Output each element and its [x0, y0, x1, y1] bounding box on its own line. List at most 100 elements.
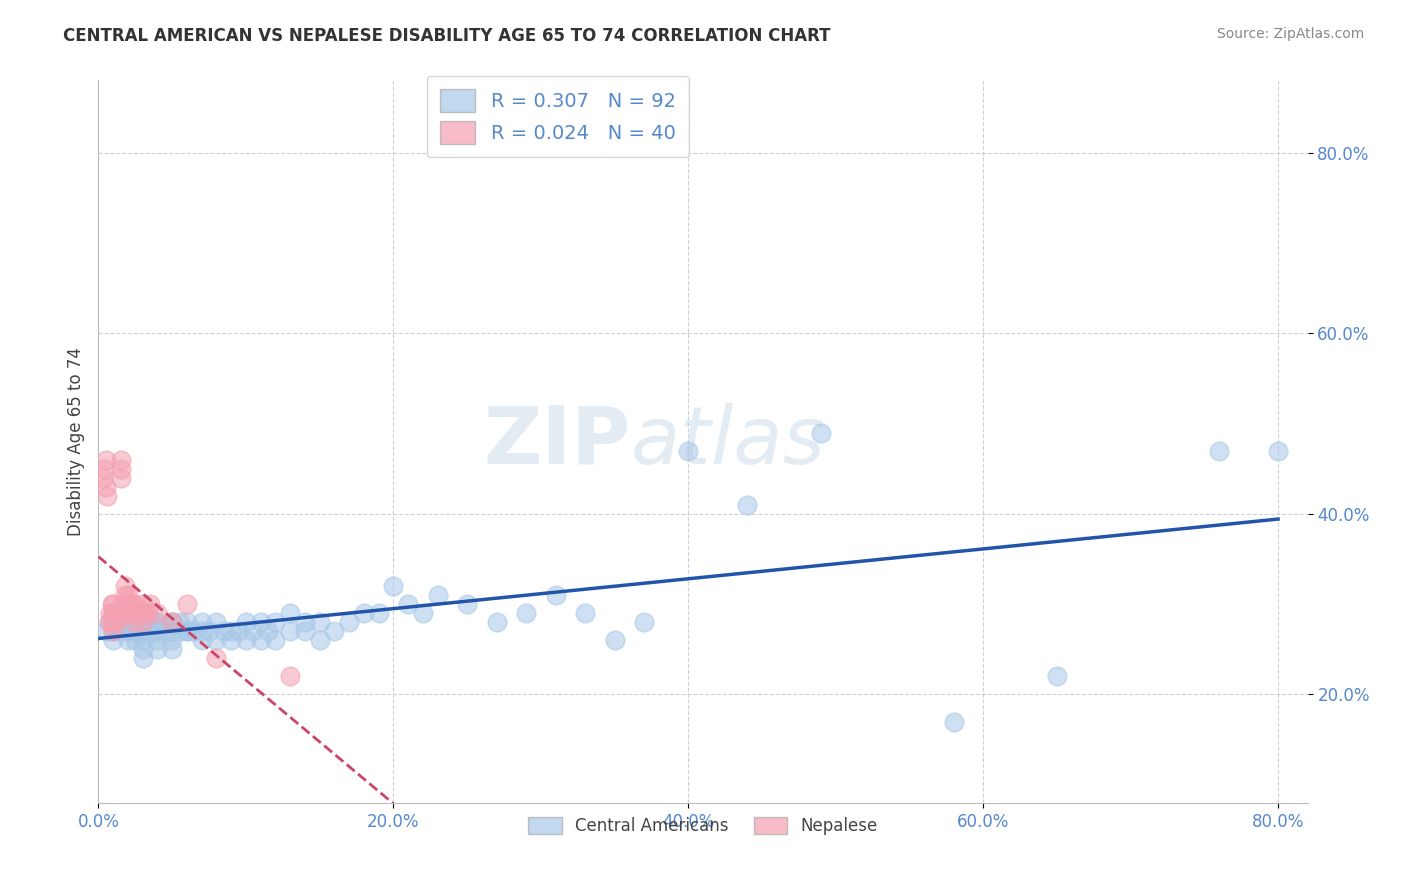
Point: [278, 624, 301, 639]
Point: [97, 615, 120, 630]
Point: [131, 615, 153, 630]
Point: [544, 588, 567, 602]
Point: [205, 651, 228, 665]
Point: [190, 633, 212, 648]
Point: [124, 606, 146, 620]
Point: [219, 624, 242, 639]
Point: [146, 606, 169, 620]
Point: [110, 461, 132, 475]
Point: [110, 471, 132, 485]
Point: [308, 633, 330, 648]
Point: [235, 633, 257, 648]
Text: Source: ZipAtlas.com: Source: ZipAtlas.com: [1216, 27, 1364, 41]
Point: [323, 624, 346, 639]
Point: [93, 461, 115, 475]
Point: [117, 624, 139, 639]
Point: [257, 624, 280, 639]
Point: [120, 606, 142, 620]
Point: [124, 615, 146, 630]
Point: [131, 642, 153, 657]
Point: [131, 651, 153, 665]
Point: [101, 606, 124, 620]
Point: [198, 624, 221, 639]
Point: [122, 615, 145, 630]
Point: [515, 606, 537, 620]
Point: [382, 579, 405, 593]
Point: [117, 597, 139, 611]
Point: [131, 624, 153, 639]
Point: [176, 597, 198, 611]
Point: [228, 624, 250, 639]
Point: [101, 597, 124, 611]
Point: [115, 597, 138, 611]
Point: [183, 624, 205, 639]
Point: [110, 624, 132, 639]
Point: [160, 633, 183, 648]
Point: [117, 624, 139, 639]
Legend: Central Americans, Nepalese: Central Americans, Nepalese: [519, 807, 887, 845]
Point: [367, 606, 389, 620]
Point: [396, 597, 419, 611]
Point: [160, 615, 183, 630]
Point: [942, 714, 965, 729]
Point: [101, 615, 124, 630]
Point: [153, 624, 176, 639]
Point: [131, 633, 153, 648]
Point: [111, 597, 134, 611]
Point: [139, 624, 162, 639]
Point: [146, 642, 169, 657]
Point: [110, 615, 132, 630]
Point: [146, 615, 169, 630]
Point: [100, 597, 122, 611]
Point: [131, 615, 153, 630]
Point: [98, 606, 121, 620]
Point: [278, 606, 301, 620]
Point: [212, 624, 235, 639]
Point: [353, 606, 375, 620]
Point: [101, 624, 124, 639]
Point: [242, 624, 264, 639]
Point: [1046, 669, 1069, 683]
Point: [810, 425, 832, 440]
Point: [101, 615, 124, 630]
Point: [117, 615, 139, 630]
Point: [94, 452, 117, 467]
Text: CENTRAL AMERICAN VS NEPALESE DISABILITY AGE 65 TO 74 CORRELATION CHART: CENTRAL AMERICAN VS NEPALESE DISABILITY …: [63, 27, 831, 45]
Point: [294, 624, 316, 639]
Point: [169, 624, 191, 639]
Point: [205, 615, 228, 630]
Point: [337, 615, 360, 630]
Point: [91, 471, 114, 485]
Point: [131, 606, 153, 620]
Point: [124, 624, 146, 639]
Point: [308, 615, 330, 630]
Point: [678, 443, 700, 458]
Point: [235, 615, 257, 630]
Point: [456, 597, 478, 611]
Point: [1267, 443, 1289, 458]
Point: [146, 633, 169, 648]
Point: [633, 615, 655, 630]
Point: [294, 615, 316, 630]
Point: [169, 615, 191, 630]
Point: [131, 624, 153, 639]
Point: [121, 597, 143, 611]
Point: [117, 633, 139, 648]
Point: [94, 624, 117, 639]
Point: [139, 597, 162, 611]
Point: [249, 615, 271, 630]
Point: [110, 452, 132, 467]
Point: [101, 624, 124, 639]
Point: [101, 633, 124, 648]
Point: [190, 624, 212, 639]
Point: [278, 669, 301, 683]
Point: [485, 615, 508, 630]
Point: [205, 633, 228, 648]
Point: [574, 606, 596, 620]
Point: [264, 615, 287, 630]
Text: ZIP: ZIP: [484, 402, 630, 481]
Point: [146, 615, 169, 630]
Point: [139, 615, 162, 630]
Text: atlas: atlas: [630, 402, 825, 481]
Point: [94, 480, 117, 494]
